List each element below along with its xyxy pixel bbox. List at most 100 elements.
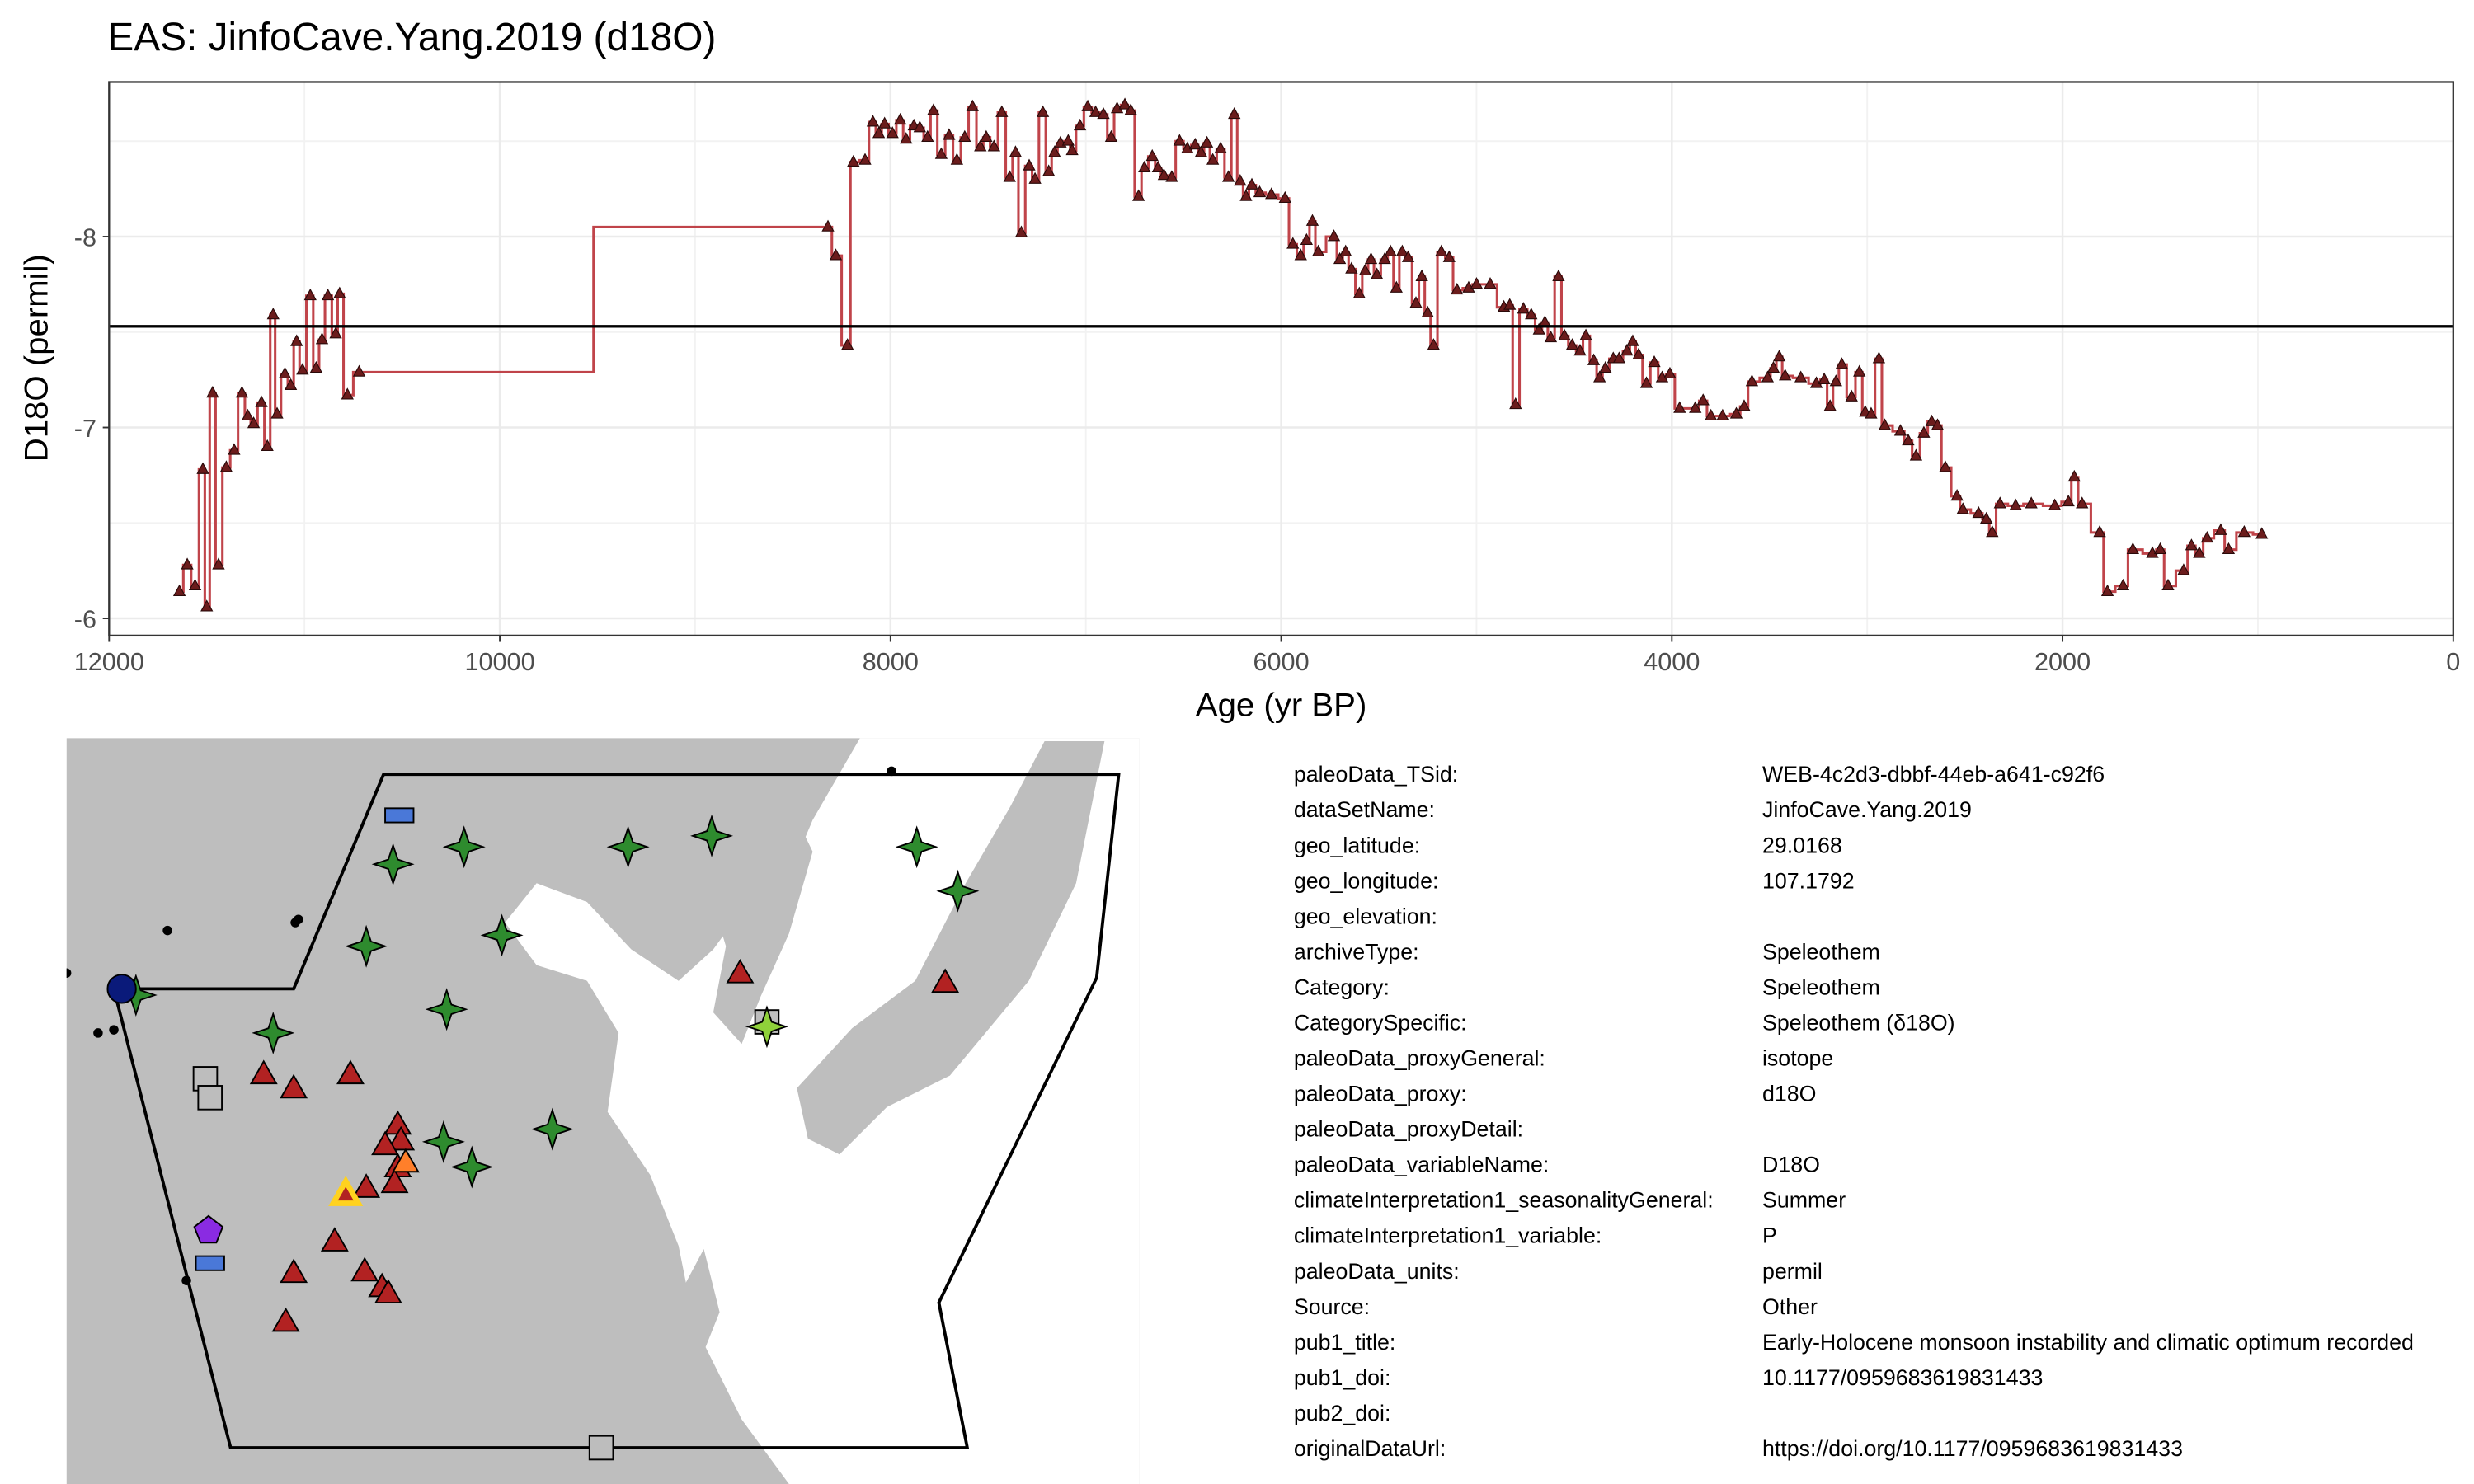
data-point — [255, 395, 268, 407]
data-point — [341, 387, 354, 400]
x-tick-label: 10000 — [465, 648, 535, 676]
data-point — [1902, 433, 1915, 446]
data-point — [200, 599, 214, 612]
data-point — [1073, 118, 1087, 131]
metadata-key: paleoData_units: — [1294, 1259, 1460, 1284]
metadata-value: Other — [1762, 1294, 1818, 1319]
site-star — [936, 869, 980, 913]
site-square — [197, 1085, 223, 1111]
data-point — [1729, 406, 1743, 419]
data-point — [1009, 145, 1023, 157]
site-triangle — [249, 1059, 278, 1085]
metadata-key: CategorySpecific: — [1294, 1010, 1467, 1035]
data-point — [1151, 160, 1164, 173]
data-point — [329, 326, 342, 339]
data-point — [1845, 389, 1858, 402]
site-triangle — [726, 959, 755, 984]
data-point — [893, 112, 907, 125]
data-point — [1165, 170, 1178, 182]
data-point — [829, 248, 843, 261]
site-star — [442, 825, 486, 869]
data-point — [974, 139, 987, 152]
data-point — [1620, 344, 1634, 356]
data-point — [1484, 277, 1497, 289]
site-triangle — [350, 1256, 379, 1282]
data-point — [1206, 153, 1220, 165]
site-star — [425, 988, 468, 1031]
metadata-key: originalDataUrl: — [1294, 1436, 1446, 1461]
metadata-key: pub2_doi: — [1294, 1401, 1391, 1425]
data-point — [1956, 502, 1969, 514]
data-point — [172, 584, 186, 596]
data-point — [1442, 250, 1456, 262]
site-triangle — [391, 1148, 420, 1173]
data-point — [1194, 145, 1208, 157]
data-point — [212, 557, 225, 570]
data-point — [2126, 542, 2139, 555]
y-tick-label: -8 — [74, 223, 96, 251]
data-point — [1378, 251, 1391, 265]
data-point — [1221, 170, 1235, 182]
plot-border — [108, 81, 2454, 637]
data-point — [1878, 418, 1892, 430]
data-point — [266, 308, 280, 320]
data-point — [1532, 322, 1545, 335]
metadata-key: geo_longitude: — [1294, 868, 1439, 893]
data-point — [1415, 269, 1428, 281]
data-point — [1632, 347, 1645, 359]
site-triangle — [387, 1125, 416, 1151]
data-point — [958, 129, 971, 142]
data-point — [1980, 511, 1993, 524]
site-star — [450, 1145, 494, 1189]
metadata-value: Speleothem (δ18O) — [1762, 1010, 1955, 1035]
data-point — [2062, 494, 2075, 507]
data-point — [1593, 370, 1606, 383]
site-triangle — [280, 1073, 308, 1099]
metadata-key: Category: — [1294, 974, 1390, 999]
metadata-value: 107.1792 — [1762, 868, 1855, 893]
data-point — [1327, 229, 1341, 242]
metadata-key: paleoData_proxy: — [1294, 1082, 1467, 1106]
metadata-value: Speleothem — [1762, 974, 1880, 999]
site-dot — [162, 925, 172, 936]
data-point — [872, 126, 886, 139]
data-point — [913, 120, 926, 133]
data-point — [1451, 282, 1464, 295]
metadata-value: d18O — [1762, 1082, 1816, 1106]
site-circle — [106, 974, 137, 1004]
data-point — [1104, 129, 1118, 142]
data-point — [1278, 190, 1291, 204]
data-point — [1245, 177, 1258, 190]
data-point — [2222, 542, 2236, 555]
metadata-value: P — [1762, 1223, 1777, 1248]
data-point — [2255, 527, 2269, 539]
site-star — [606, 825, 650, 869]
data-point — [1286, 237, 1300, 249]
taiwan — [678, 1248, 720, 1376]
site-markers — [66, 766, 980, 1461]
data-point — [1265, 187, 1278, 200]
data-point — [1517, 302, 1530, 314]
data-point — [1689, 401, 1702, 413]
metadata-value: JinfoCave.Yang.2019 — [1762, 797, 1972, 822]
site-dot — [109, 1025, 119, 1035]
data-point — [878, 116, 891, 129]
data-point — [1639, 376, 1653, 388]
data-point — [1738, 399, 1751, 411]
data-point — [1503, 298, 1517, 310]
data-point — [1239, 189, 1253, 201]
data-point — [1972, 505, 1985, 519]
x-tick-label: 4000 — [1644, 648, 1700, 676]
site-triangle — [320, 1227, 349, 1252]
data-point — [247, 416, 261, 429]
site-triangle — [328, 1175, 364, 1206]
site-star — [530, 1107, 574, 1151]
data-point — [866, 115, 880, 127]
site-triangle — [931, 968, 960, 993]
site-triangle — [371, 1130, 400, 1156]
data-point — [1065, 143, 1079, 156]
site-star — [690, 814, 733, 857]
site-dot — [887, 766, 896, 777]
data-point — [1042, 164, 1056, 176]
data-point — [235, 385, 249, 398]
